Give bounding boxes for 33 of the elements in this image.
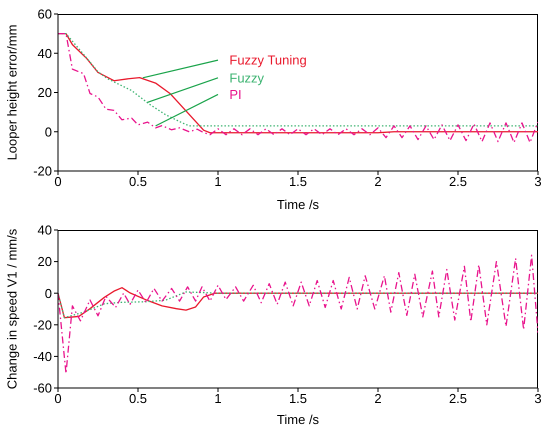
text: PI	[229, 87, 242, 102]
x-tick-label: 0.5	[128, 174, 148, 190]
x-tick-label: 1.5	[288, 174, 308, 190]
y-axis-title: Change in speed V1 / mm/s	[4, 228, 20, 390]
x-tick-label: 2	[374, 391, 382, 406]
y-tick-label: -20	[33, 317, 52, 332]
y-tick-label: 40	[38, 222, 52, 238]
x-tick-label: 3	[534, 174, 542, 190]
x-tick-label: 1.5	[288, 391, 308, 406]
y-tick-label: -60	[33, 380, 52, 396]
y-tick-label: 40	[38, 46, 52, 61]
x-tick-label: 0	[54, 391, 62, 406]
x-axis-title: Time /s	[276, 412, 320, 427]
x-tick-label: 2.5	[448, 391, 468, 406]
y-tick-label: 60	[38, 6, 52, 22]
y-tick-label: 20	[38, 254, 52, 270]
x-tick-label: 0	[54, 174, 62, 190]
y-tick-label: 0	[44, 124, 52, 140]
x-tick-label: 1	[214, 174, 222, 190]
x-tick-label: 0.5	[128, 391, 148, 406]
y-tick-label: 0	[44, 286, 52, 301]
y-tick-label: -20	[33, 164, 52, 179]
y-tick-label: 20	[38, 85, 52, 100]
x-tick-label: 2.5	[448, 174, 468, 190]
x-axis-title: Time /s	[276, 197, 320, 212]
x-tick-label: 2	[374, 174, 382, 190]
line-series	[58, 254, 538, 374]
text: Fuzzy Tuning	[229, 52, 307, 68]
x-tick-label: 3	[534, 391, 542, 406]
x-tick-label: 1	[214, 391, 222, 406]
y-tick-label: -40	[33, 349, 52, 364]
y-axis-title: Looper height error/mm	[4, 24, 20, 160]
text: Fuzzy	[229, 70, 265, 86]
